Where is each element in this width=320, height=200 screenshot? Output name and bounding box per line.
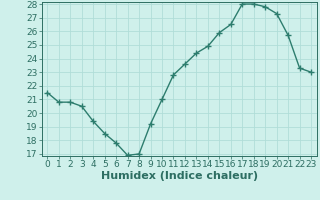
X-axis label: Humidex (Indice chaleur): Humidex (Indice chaleur) bbox=[100, 171, 258, 181]
